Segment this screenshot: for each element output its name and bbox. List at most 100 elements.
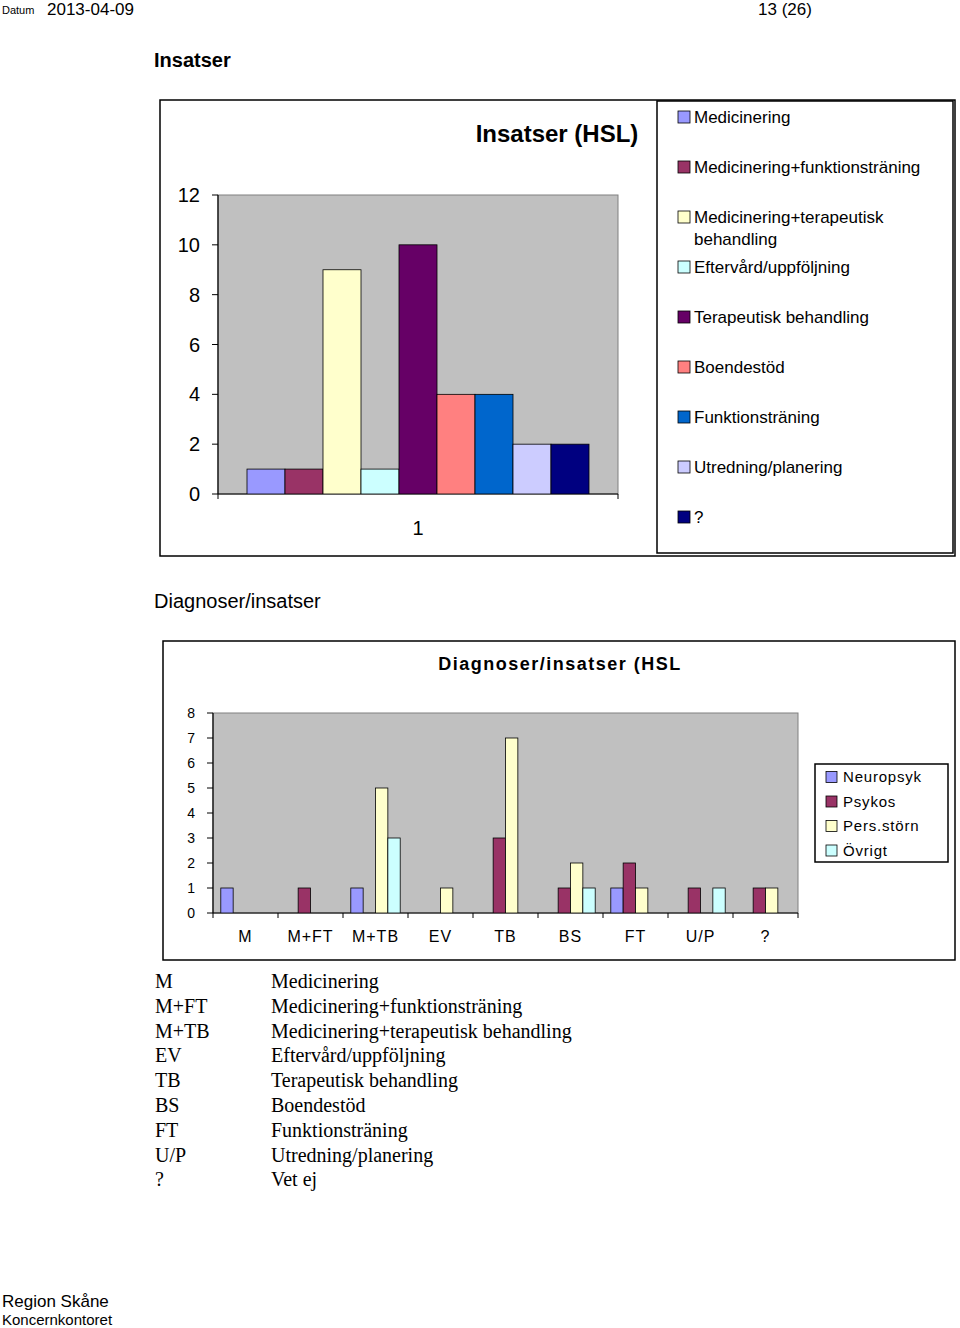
legend-line: Medicinering+terapeutisk	[694, 208, 884, 227]
page: Datum 2013-04-09 13 (26) Insatser Diagnoser/…	[0, 0, 960, 1328]
plot-area	[213, 713, 798, 913]
y-tick-label: 2	[189, 433, 200, 455]
legend-label: Eftervård/uppföljning	[694, 258, 850, 277]
bar	[247, 469, 285, 494]
legend-label: Utredning/planering	[694, 458, 842, 477]
bar	[778, 913, 790, 914]
abbreviation-meaning: Medicinering+terapeutisk behandling	[271, 1020, 572, 1043]
bar	[221, 888, 233, 913]
abbreviation: M+FT	[155, 995, 207, 1017]
legend-label: Neuropsyk	[843, 768, 922, 785]
legend-swatch	[678, 311, 690, 323]
y-tick	[212, 394, 218, 395]
y-tick	[207, 788, 213, 789]
y-tick	[207, 863, 213, 864]
x-tick-label: FT	[625, 928, 647, 945]
y-tick-label: 8	[187, 705, 195, 721]
plot-area	[218, 195, 618, 494]
bar	[376, 788, 388, 913]
legend-line: Boendestöd	[694, 358, 785, 377]
legend-swatch	[826, 845, 837, 856]
abbreviation-meaning: Vet ej	[271, 1168, 317, 1191]
page-number: 13 (26)	[758, 0, 812, 19]
legend-line: behandling	[694, 230, 777, 249]
abbreviation: U/P	[155, 1144, 186, 1166]
legend-swatch	[678, 161, 690, 173]
y-tick	[207, 913, 213, 914]
y-axis	[217, 195, 218, 494]
bars	[221, 738, 778, 913]
bar	[513, 444, 551, 494]
bar	[688, 888, 700, 913]
legend-swatch	[826, 796, 837, 807]
abbreviation-meaning: Eftervård/uppföljning	[271, 1044, 445, 1067]
y-tick-label: 0	[189, 483, 200, 505]
y-tick	[207, 713, 213, 714]
y-tick-label: 5	[187, 780, 195, 796]
bar	[258, 913, 270, 914]
bar	[611, 888, 623, 913]
bar	[428, 913, 440, 914]
legend-frame	[815, 764, 948, 862]
chart-title: Insatser (HSL)	[476, 120, 639, 147]
abbreviation-meaning: Boendestöd	[271, 1094, 365, 1116]
bar	[571, 863, 583, 913]
y-tick	[212, 294, 218, 295]
legend-line: Terapeutisk behandling	[694, 308, 869, 327]
bar	[636, 888, 648, 913]
legend-label: Pers.störn	[843, 817, 919, 834]
datum-label: Datum	[2, 4, 34, 16]
x-tick-label: 1	[412, 517, 423, 539]
abbreviation: TB	[155, 1069, 181, 1091]
bar	[676, 913, 688, 914]
bar	[558, 888, 570, 913]
legend-line: Medicinering	[694, 108, 790, 127]
bar	[701, 913, 713, 914]
legend-swatch	[678, 111, 690, 123]
legend-line: ?	[694, 508, 703, 527]
y-tick-label: 7	[187, 730, 195, 746]
bar	[648, 913, 660, 914]
legend-line: Pers.störn	[843, 817, 919, 834]
x-tick	[408, 913, 409, 918]
abbreviation: ?	[155, 1168, 164, 1190]
y-tick-label: 8	[189, 284, 200, 306]
chart-title: Diagnoser/insatser (HSL	[438, 654, 682, 674]
x-tick-label: M+FT	[287, 928, 333, 945]
legend-swatch	[678, 361, 690, 373]
bar	[551, 444, 589, 494]
y-axis	[212, 713, 213, 913]
x-tick-label: M	[238, 928, 252, 945]
bar	[493, 838, 505, 913]
legend-line: Neuropsyk	[843, 768, 922, 785]
y-tick	[212, 494, 218, 495]
bar	[766, 888, 778, 913]
x-tick-label: EV	[429, 928, 452, 945]
heading: Insatser	[154, 49, 231, 71]
bar	[453, 913, 465, 914]
date: 2013-04-09	[47, 0, 134, 19]
legend-label: Medicinering+terapeutisk behandling	[694, 208, 884, 249]
x-tick	[473, 913, 474, 918]
y-tick	[207, 763, 213, 764]
legend-line: Psykos	[843, 793, 896, 810]
y-tick	[212, 444, 218, 445]
legend-label: Psykos	[843, 793, 896, 810]
bar	[506, 738, 518, 913]
legend-swatch	[678, 211, 690, 223]
y-tick-label: 4	[187, 805, 195, 821]
footer-line: Koncernkontoret	[2, 1311, 113, 1328]
legend-label: Övrigt	[843, 842, 888, 859]
abbreviation: M+TB	[155, 1020, 210, 1042]
y-tick-label: 2	[187, 855, 195, 871]
y-tick-label: 0	[187, 905, 195, 921]
bar	[323, 913, 335, 914]
legend-label: Medicinering	[694, 108, 790, 127]
bar	[286, 913, 298, 914]
chart: Diagnoser/insatser (HSL012345678MM+FTM+T…	[163, 641, 955, 960]
bar	[481, 913, 493, 914]
chart-frame	[163, 641, 955, 960]
y-tick-label: 1	[187, 880, 195, 896]
bar	[388, 838, 400, 913]
legend-swatch	[678, 261, 690, 273]
